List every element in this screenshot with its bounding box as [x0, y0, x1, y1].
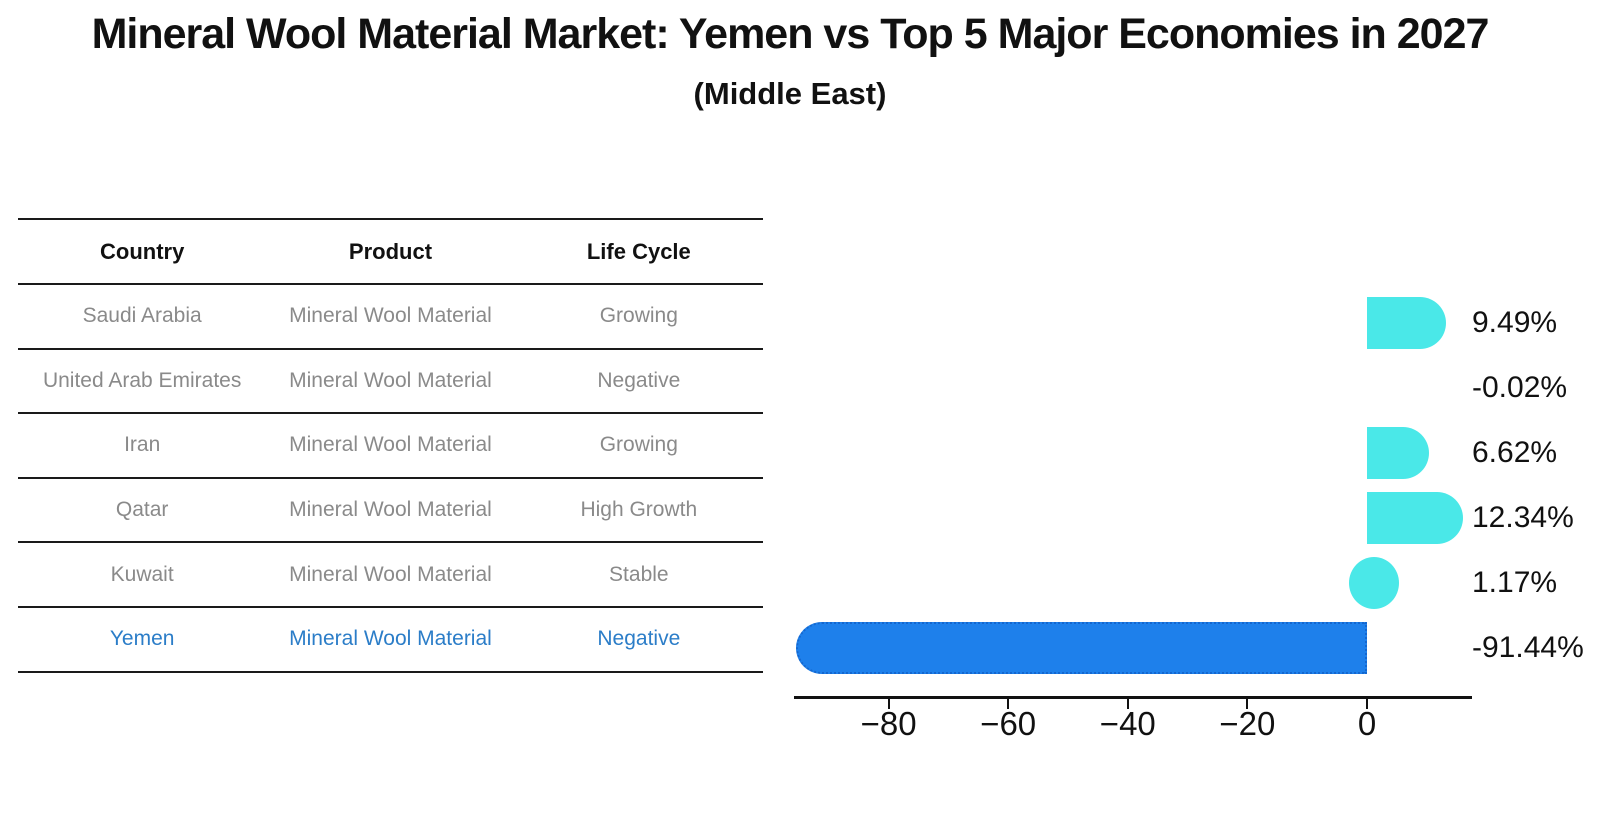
table-cell-product: Mineral Wool Material	[289, 304, 492, 328]
bar-kuwait	[1348, 557, 1399, 609]
table-cell-product: Mineral Wool Material	[289, 562, 492, 586]
x-axis-tick-label: −60	[980, 705, 1037, 742]
chart-title: Mineral Wool Material Market: Yemen vs T…	[91, 10, 1490, 58]
x-axis-tick-label: −40	[1099, 705, 1156, 742]
table-row: Iran Mineral Wool Material Growing	[18, 414, 763, 479]
bar-yemen	[796, 622, 1367, 674]
table-cell-product: Mineral Wool Material	[289, 498, 492, 522]
x-axis-tick-label: −80	[860, 705, 917, 742]
x-axis-tick	[1126, 699, 1129, 709]
table-cell-country: Qatar	[115, 498, 169, 522]
table-cell-life-cycle: High Growth	[580, 498, 698, 522]
x-axis-tick	[887, 699, 890, 709]
table-cell-country: Iran	[124, 433, 161, 457]
table-cell-country: Yemen	[109, 627, 175, 651]
table-cell-country: United Arab Emirates	[42, 368, 242, 392]
table-cell-product: Mineral Wool Material	[289, 368, 492, 392]
x-axis-tick	[1246, 699, 1249, 709]
x-axis-tick-label: −20	[1219, 705, 1276, 742]
x-axis-line	[794, 696, 1472, 699]
table-row: Qatar Mineral Wool Material High Growth	[18, 479, 763, 544]
table-cell-life-cycle: Stable	[609, 562, 669, 586]
table-cell-country: Saudi Arabia	[82, 304, 202, 328]
bar-qatar	[1367, 492, 1463, 544]
table-cell-country: Kuwait	[110, 562, 174, 586]
x-axis-tick	[1007, 699, 1010, 709]
bar-iran	[1367, 427, 1429, 479]
bar-saudi-arabia	[1367, 297, 1446, 349]
table-row: United Arab Emirates Mineral Wool Materia…	[18, 350, 763, 415]
table-header-product: Product	[348, 238, 433, 264]
bar-value-label: -0.02%	[1472, 371, 1568, 404]
table-header-life-cycle: Life Cycle	[586, 238, 691, 264]
table-row: Kuwait Mineral Wool Material Stable	[18, 543, 763, 608]
table-cell-life-cycle: Growing	[599, 433, 678, 457]
table-cell-product: Mineral Wool Material	[289, 433, 492, 457]
bar-value-label: 9.49%	[1472, 306, 1558, 339]
table-cell-life-cycle: Negative	[597, 368, 681, 392]
country-table: Country Product Life Cycle Saudi Arabia Min…	[18, 218, 763, 673]
bar-value-label: 6.62%	[1472, 436, 1558, 469]
table-header-row: Country Product Life Cycle	[18, 220, 763, 285]
bar-value-label: -91.44%	[1472, 631, 1584, 664]
table-row: Yemen Mineral Wool Material Negative	[18, 608, 763, 673]
table-cell-life-cycle: Negative	[597, 627, 681, 651]
x-axis-tick-label: 0	[1357, 705, 1377, 742]
table-body: Saudi Arabia Mineral Wool Material Growing…	[18, 285, 763, 673]
chart-subtitle: (Middle East)	[693, 76, 887, 111]
table-cell-product: Mineral Wool Material	[289, 627, 492, 651]
bar-value-label: 1.17%	[1472, 566, 1558, 599]
table-cell-life-cycle: Growing	[599, 304, 678, 328]
table-row: Saudi Arabia Mineral Wool Material Growing	[18, 285, 763, 350]
table-header-country: Country	[100, 238, 185, 264]
bar-value-label: 12.34%	[1472, 501, 1574, 534]
x-axis-tick	[1366, 699, 1368, 709]
